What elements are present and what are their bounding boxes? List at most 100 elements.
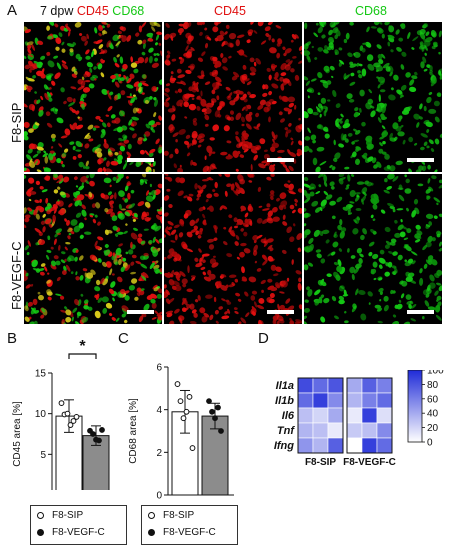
legend-b: F8-SIP F8-VEGF-C — [30, 505, 127, 545]
heatmap-cell — [361, 392, 378, 409]
y-tick-label: 10 — [35, 409, 47, 420]
scale-bar — [267, 158, 294, 162]
scale-bar — [127, 158, 154, 162]
significance-star: * — [79, 338, 86, 355]
column-header-cd45: CD45 — [214, 4, 246, 18]
chart-cd45-area: 051015CD45 area [%]* — [12, 338, 110, 490]
legend-label: F8-VEGF-C — [163, 527, 216, 538]
micrograph-vegf-cd68 — [304, 174, 442, 324]
filled-circle-marker — [37, 529, 44, 536]
heatmap-group-frame — [297, 377, 344, 454]
heatmap-cytokines: Il1a Il1b Il6 Tnf Ifng F8-SIP F8-VEGF-C 0 20 40 60… — [274, 370, 444, 468]
heatmap-cell — [312, 437, 329, 454]
data-point — [177, 398, 184, 405]
heatmap-cell — [297, 377, 314, 394]
heatmap-cell — [327, 392, 344, 409]
heatmap-row-label: Il6 — [282, 410, 295, 422]
heatmap-cell — [327, 407, 344, 424]
heatmap-cell — [361, 377, 378, 394]
data-point — [189, 445, 196, 451]
legend-label: F8-SIP — [163, 510, 195, 521]
panel-label-c: C — [118, 330, 129, 347]
heatmap-cell — [327, 437, 344, 454]
significance-bracket — [68, 353, 97, 359]
scale-bar — [267, 310, 294, 314]
micrograph-sip-merged — [24, 22, 162, 172]
open-circle-marker — [148, 512, 155, 519]
colorbar-tick-label: 100 — [427, 370, 444, 377]
heatmap-cell — [376, 407, 393, 424]
heatmap-cell — [361, 422, 378, 439]
row-label-vegf: F8-VEGF-C — [9, 241, 24, 310]
data-point — [64, 410, 71, 417]
merged-header-cd45: CD45 — [76, 4, 109, 18]
data-point — [90, 431, 96, 437]
data-point — [209, 408, 215, 415]
y-tick-label: 15 — [35, 369, 47, 380]
merged-header-cd68: CD68 — [112, 4, 145, 18]
data-point — [215, 404, 221, 411]
heatmap-cell — [312, 392, 329, 409]
data-point — [96, 437, 102, 444]
legend-label: F8-SIP — [52, 510, 84, 521]
heatmap-cell — [361, 437, 378, 454]
data-point — [218, 428, 224, 434]
heatmap-cell — [346, 392, 363, 409]
heatmap-group-label: F8-SIP — [305, 457, 336, 468]
scale-bar — [127, 310, 154, 314]
row-label-sip: F8-SIP — [9, 102, 24, 143]
y-tick-label: 4 — [156, 405, 162, 416]
y-axis-label: CD45 area [%] — [12, 401, 23, 467]
heatmap-row-label: Il1a — [276, 380, 294, 392]
micrograph-sip-cd68 — [304, 22, 442, 172]
heatmap-cell — [312, 422, 329, 439]
heatmap-row-label: Ifng — [274, 440, 294, 452]
data-point — [212, 415, 218, 422]
scale-bar — [407, 158, 434, 162]
heatmap-cell — [376, 422, 393, 439]
heatmap-cell — [346, 377, 363, 394]
heatmap-cell — [297, 392, 314, 409]
heatmap-cell — [361, 407, 378, 424]
colorbar — [407, 370, 423, 443]
heatmap-cell — [376, 377, 393, 394]
legend-label: F8-VEGF-C — [52, 527, 105, 538]
data-point — [186, 393, 193, 400]
panel-label-d: D — [258, 330, 269, 347]
merged-header: 7 dpw CD45 CD68 — [40, 4, 144, 18]
micrograph-vegf-cd45 — [164, 174, 302, 324]
heatmap-cell — [346, 437, 363, 454]
heatmap-cell — [312, 407, 329, 424]
data-point — [67, 422, 74, 428]
heatmap-cell — [346, 407, 363, 424]
data-point — [206, 398, 212, 405]
y-tick-label: 5 — [40, 450, 46, 461]
legend-c: F8-SIP F8-VEGF-C — [141, 505, 238, 545]
heatmap-cell — [297, 437, 314, 454]
heatmap-group-frame — [346, 377, 393, 454]
filled-circle-marker — [148, 529, 155, 536]
y-axis-label: CD68 area [%] — [128, 398, 139, 464]
heatmap-cell — [327, 422, 344, 439]
column-header-cd68: CD68 — [355, 4, 387, 18]
data-point — [73, 414, 80, 420]
heatmap-cell — [346, 422, 363, 439]
chart-cd68-area: 0 2 4 6 CD68 area [%] — [128, 363, 234, 502]
micrograph-sip-cd45 — [164, 22, 302, 172]
open-circle-marker — [37, 512, 44, 519]
heatmap-row-label: Il1b — [275, 395, 294, 407]
colorbar-tick-label: 60 — [427, 394, 439, 405]
y-tick-label: 0 — [156, 491, 162, 502]
data-point — [99, 427, 105, 433]
colorbar-tick-label: 20 — [427, 423, 439, 434]
data-point — [183, 408, 190, 415]
heatmap-cell — [327, 377, 344, 394]
micrograph-vegf-merged — [24, 174, 162, 324]
data-point — [174, 381, 181, 387]
heatmap-cell — [312, 377, 329, 394]
heatmap-cell — [297, 422, 314, 439]
data-point — [70, 418, 77, 424]
colorbar-tick-label: 0 — [427, 438, 433, 449]
panel-label-b: B — [7, 330, 18, 347]
heatmap-group-label: F8-VEGF-C — [343, 457, 396, 468]
